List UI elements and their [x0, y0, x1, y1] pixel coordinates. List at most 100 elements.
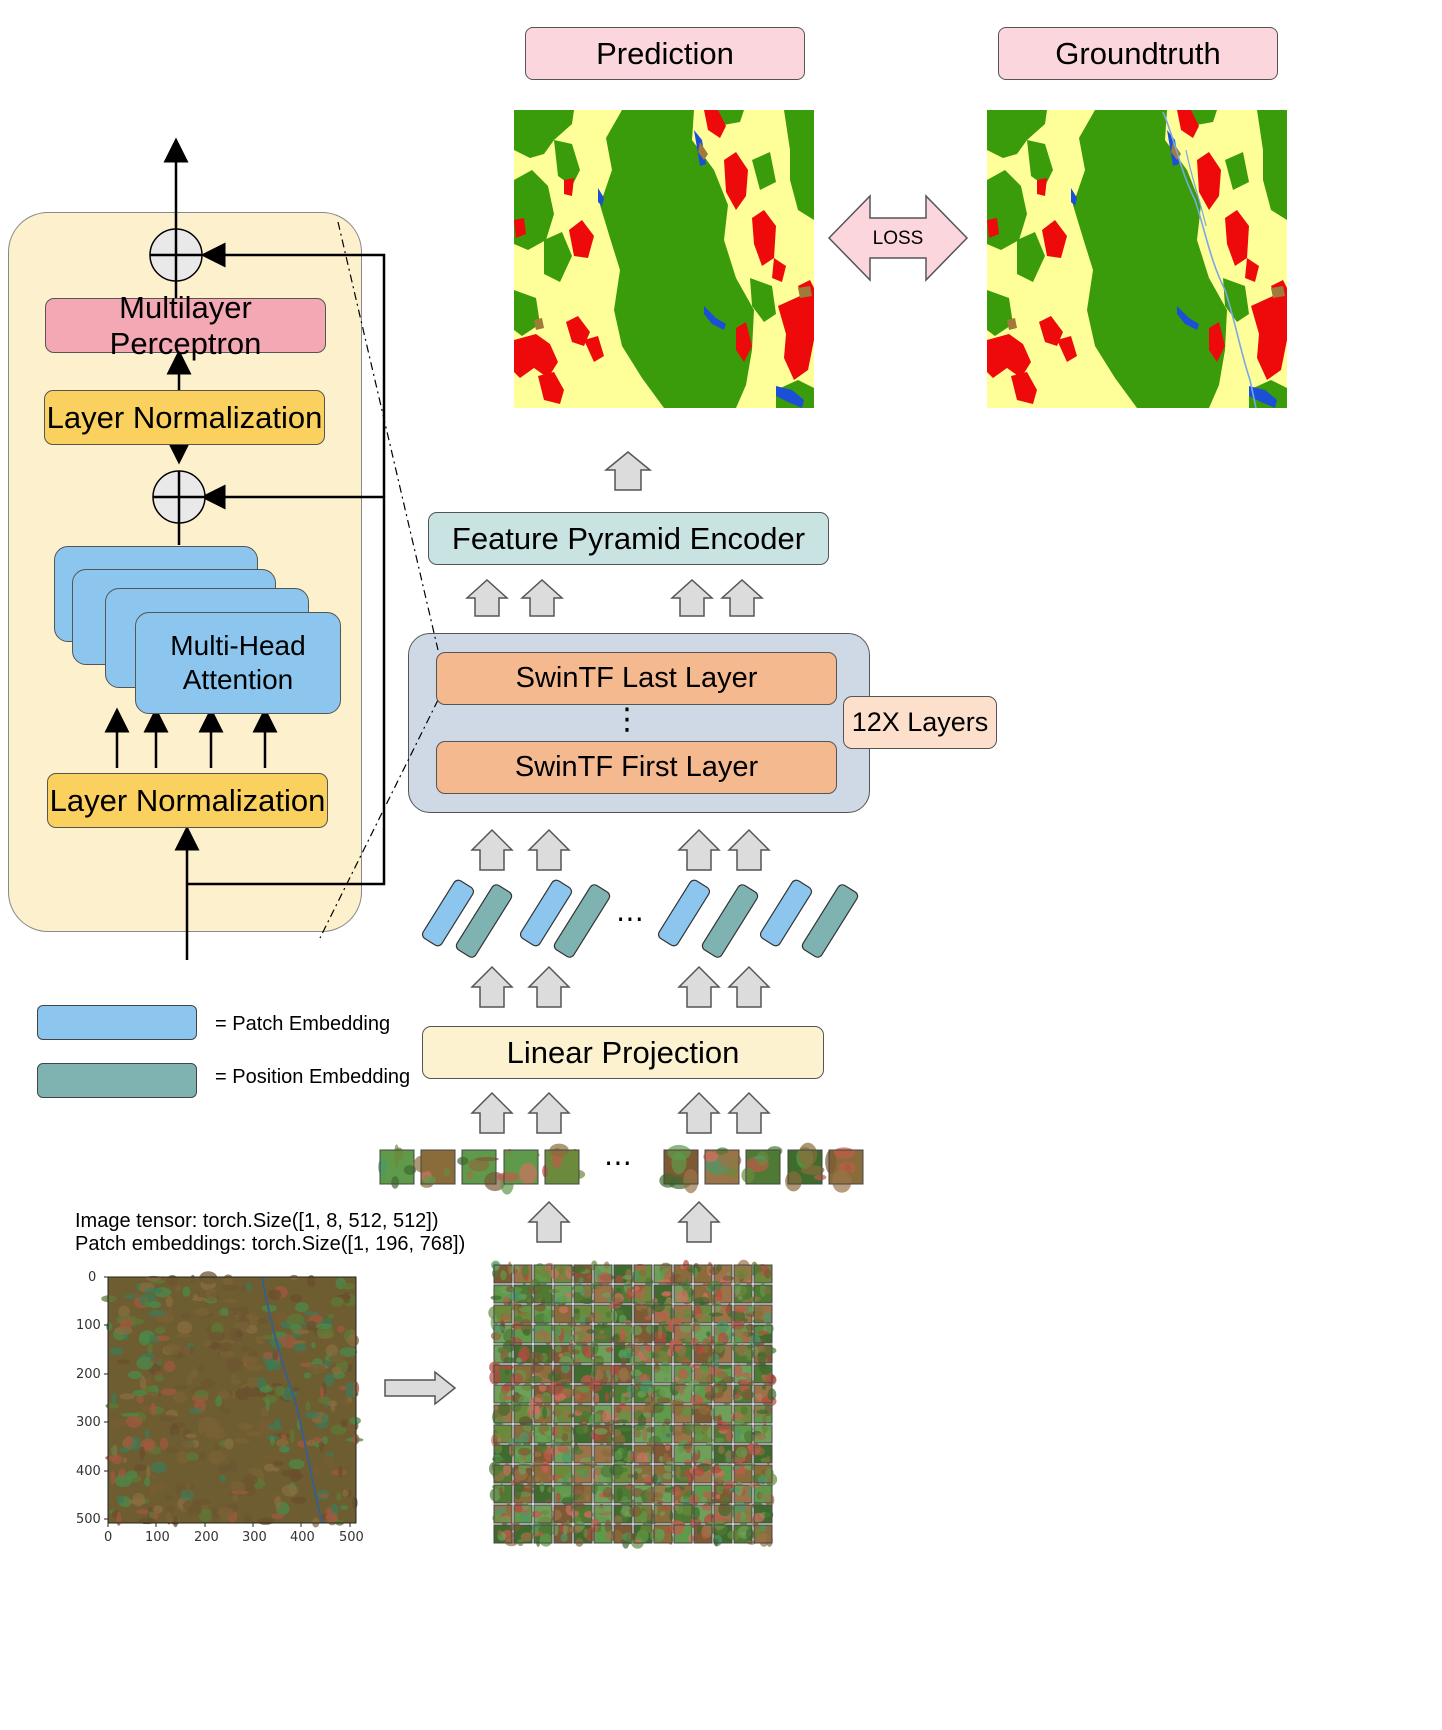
patch-thumbnail: [413, 1149, 456, 1188]
patch-cell: [509, 1319, 533, 1348]
patch-cell: [613, 1343, 637, 1366]
patch-thumbnail: [659, 1144, 699, 1194]
y-tick-100: 100: [76, 1318, 101, 1333]
patch-cell: [733, 1281, 754, 1304]
prediction-label: Prediction: [596, 35, 734, 71]
patch-cell: [590, 1419, 614, 1444]
patch-cell: [589, 1282, 616, 1304]
patch-cell: [653, 1360, 673, 1384]
prediction-label-box: Prediction: [525, 27, 805, 80]
patch-cell: [569, 1383, 598, 1404]
patch-cell: [753, 1384, 777, 1407]
patch-cell: [633, 1424, 657, 1444]
x-tick-500: 500: [339, 1530, 364, 1545]
patch-cell: [551, 1519, 573, 1544]
patch-cell: [613, 1264, 635, 1286]
patch-cell: [653, 1262, 676, 1287]
patch-cell: [733, 1259, 753, 1286]
patch-cell: [749, 1482, 775, 1507]
patch-cell: [550, 1503, 574, 1524]
patch-thumbnail: [378, 1144, 417, 1189]
patch-cell: [528, 1362, 554, 1384]
patch-cell: [611, 1423, 633, 1447]
patch-cell: [593, 1442, 618, 1464]
patch-cell: [673, 1439, 693, 1467]
patch-cell: [709, 1341, 733, 1364]
zoom-guide-lines: [319, 221, 439, 939]
patch-cell: [611, 1524, 637, 1549]
patch-cell: [533, 1303, 556, 1327]
legend-patch-swatch: [37, 1005, 197, 1040]
patch-cell: [489, 1483, 513, 1504]
patch-cell: [570, 1324, 595, 1346]
patch-cell: [689, 1460, 716, 1484]
patch-cell: [753, 1362, 777, 1387]
patch-cell: [669, 1380, 693, 1407]
legend-patch-label: = Patch Embedding: [215, 1013, 391, 1035]
patch-cell: [489, 1360, 514, 1385]
swin-last-label: SwinTF Last Layer: [515, 662, 758, 694]
groundtruth-label-box: Groundtruth: [998, 27, 1278, 80]
y-tick-200: 200: [76, 1367, 101, 1382]
patch-cell: [551, 1424, 574, 1448]
patch-cell: [673, 1363, 694, 1384]
linear-projection-box: Linear Projection: [422, 1026, 824, 1079]
patch-embeddings-text: Patch embeddings: torch.Size([1, 196, 76…: [75, 1233, 466, 1255]
patch-cell: [553, 1302, 577, 1328]
patch-cell: [732, 1502, 753, 1528]
feature-pyramid-encoder-box: Feature Pyramid Encoder: [428, 512, 829, 565]
patch-cell: [513, 1344, 533, 1366]
patch-cell: [591, 1481, 615, 1504]
patch-cell: [648, 1423, 675, 1445]
patch-cell: [670, 1400, 697, 1424]
patch-cell: [749, 1304, 773, 1324]
patch-cell: [589, 1304, 613, 1327]
patch-cell: [533, 1262, 555, 1285]
patch-cell: [689, 1423, 713, 1444]
patch-cell: [572, 1282, 595, 1305]
patch-thumbnail-row: [378, 1142, 864, 1195]
patch-cell: [549, 1380, 573, 1406]
patch-cell: [513, 1502, 533, 1524]
patch-cell: [513, 1482, 535, 1504]
patch-cell: [531, 1522, 553, 1547]
patch-cell: [488, 1304, 513, 1330]
patch-cell: [588, 1379, 615, 1405]
patch-cell: [629, 1284, 653, 1306]
mlp-label: Multilayer Perceptron: [109, 289, 262, 361]
patch-grid: [488, 1259, 778, 1549]
residual-add-circles: [149, 228, 206, 524]
patch-cell: [753, 1344, 777, 1366]
patch-cell: [492, 1442, 515, 1464]
patch-cell: [533, 1481, 555, 1504]
patch-cell: [550, 1444, 577, 1464]
patch-cell: [510, 1364, 536, 1385]
patch-cell: [633, 1464, 654, 1487]
patch-cell: [631, 1263, 654, 1287]
patch-cell: [670, 1519, 694, 1544]
patch-cell: [531, 1460, 553, 1484]
patch-cell: [747, 1282, 773, 1304]
patch-cell: [629, 1504, 659, 1525]
patch-cell: [569, 1503, 594, 1525]
patch-cell: [491, 1260, 513, 1284]
patch-cell: [553, 1341, 574, 1369]
x-tick-400: 400: [290, 1530, 315, 1545]
swin-first-label: SwinTF First Layer: [514, 751, 759, 783]
patch-thumbnail: [785, 1142, 827, 1192]
loss-label: LOSS: [872, 228, 924, 249]
patch-cell: [688, 1484, 717, 1506]
patch-cell: [492, 1401, 513, 1428]
prediction-map: [514, 110, 814, 408]
patch-cell: [509, 1284, 536, 1307]
patch-cell: [593, 1322, 614, 1344]
patch-cell: [631, 1523, 653, 1549]
swin-last-layer-box: SwinTF Last Layer: [436, 652, 837, 705]
patch-cell: [493, 1340, 516, 1364]
legend-position-swatch: [37, 1063, 197, 1098]
patch-cell: [553, 1484, 576, 1506]
groundtruth-map: [987, 110, 1287, 408]
patch-cell: [648, 1401, 673, 1425]
legend-position-label: = Position Embedding: [215, 1066, 411, 1088]
patch-cell: [612, 1401, 633, 1424]
